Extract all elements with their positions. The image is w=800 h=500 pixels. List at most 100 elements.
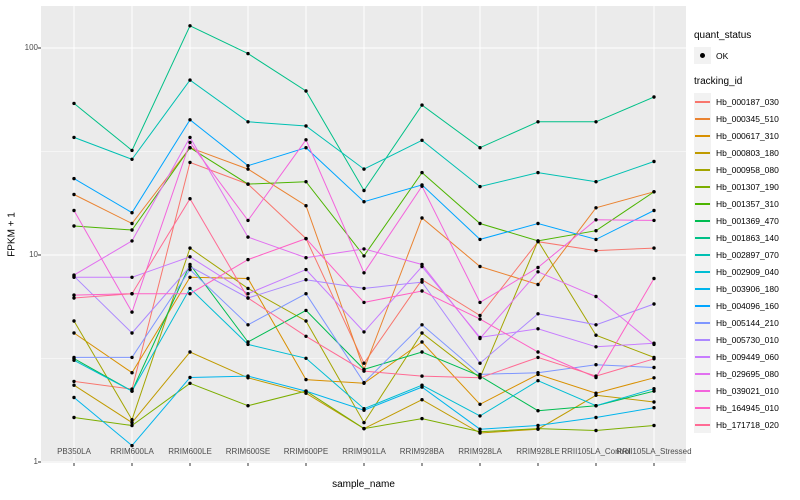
tracking-id-legend-entries: Hb_000187_030 Hb_000345_510 Hb_000617_310 H…: [694, 93, 800, 433]
legend-key-swatch: [694, 93, 711, 110]
legend-key-swatch: [694, 280, 711, 297]
legend-line-icon: [695, 101, 710, 103]
legend-key-swatch: [694, 229, 711, 246]
legend-line-icon: [695, 186, 710, 188]
legend-label: Hb_000617_310: [716, 130, 779, 141]
legend-key-swatch: [694, 212, 711, 229]
legend-key-swatch: [694, 178, 711, 195]
major-gridlines: [41, 6, 686, 463]
legend-label: Hb_000187_030: [716, 96, 779, 107]
legend: quant_status OK tracking_id Hb_000187_03…: [694, 30, 800, 433]
legend-item-Hb_005730_010: Hb_005730_010: [694, 331, 800, 348]
legend-spacer: [694, 64, 800, 76]
legend-label: Hb_000345_510: [716, 113, 779, 124]
legend-label: Hb_029695_080: [716, 368, 779, 379]
legend-item-Hb_164945_010: Hb_164945_010: [694, 399, 800, 416]
legend-label: Hb_001307_190: [716, 181, 779, 192]
legend-key-swatch: [694, 297, 711, 314]
legend-item-ok: OK: [694, 47, 800, 64]
legend-line-icon: [695, 237, 710, 239]
legend-item-Hb_004096_160: Hb_004096_160: [694, 297, 800, 314]
legend-key-swatch: [694, 314, 711, 331]
legend-line-icon: [695, 356, 710, 358]
x-tick-label-RRIM600PE: RRIM600PE: [283, 447, 329, 456]
legend-key-swatch: [694, 127, 711, 144]
y-tick-label-10: 10: [29, 250, 38, 259]
legend-line-icon: [695, 305, 710, 307]
x-tick-label-RRIM600SE: RRIM600SE: [225, 447, 271, 456]
legend-item-Hb_001307_190: Hb_001307_190: [694, 178, 800, 195]
legend-line-icon: [695, 152, 710, 154]
point-marker-icon: [700, 53, 705, 58]
legend-key-swatch: [694, 365, 711, 382]
legend-item-Hb_000958_080: Hb_000958_080: [694, 161, 800, 178]
legend-line-icon: [695, 135, 710, 137]
x-tick-label-RRIM901LA: RRIM901LA: [342, 447, 386, 456]
legend-item-Hb_002909_040: Hb_002909_040: [694, 263, 800, 280]
x-tick-label-RRIM600LA: RRIM600LA: [110, 447, 154, 456]
legend-label: Hb_000958_080: [716, 164, 779, 175]
x-tick-label-RRIM928BA: RRIM928BA: [399, 447, 445, 456]
legend-label: Hb_005730_010: [716, 334, 779, 345]
legend-label: Hb_000803_180: [716, 147, 779, 158]
legend-line-icon: [695, 254, 710, 256]
legend-item-Hb_005144_210: Hb_005144_210: [694, 314, 800, 331]
legend-label: Hb_164945_010: [716, 402, 779, 413]
legend-key-swatch: [694, 161, 711, 178]
x-axis-title: sample_name: [332, 479, 395, 490]
x-tick-label-RRIM600LE: RRIM600LE: [168, 447, 212, 456]
x-tick-label-RRII105LA_Control: RRII105LA_Control: [561, 447, 631, 456]
legend-line-icon: [695, 390, 710, 392]
legend-label: Hb_002909_040: [716, 266, 779, 277]
x-tick-label-RRII105LA_Stressed: RRII105LA_Stressed: [616, 447, 692, 456]
x-tick-label-PB350LA: PB350LA: [57, 447, 91, 456]
legend-item-Hb_003906_180: Hb_003906_180: [694, 280, 800, 297]
legend-label: Hb_039021_010: [716, 385, 779, 396]
legend-key-swatch: [694, 195, 711, 212]
legend-label: OK: [716, 50, 729, 61]
legend-label: Hb_001357_310: [716, 198, 779, 209]
axis-tick-marks: [38, 47, 655, 466]
legend-item-Hb_000345_510: Hb_000345_510: [694, 110, 800, 127]
x-tick-label-RRIM928LE: RRIM928LE: [516, 447, 560, 456]
legend-key-swatch: [694, 110, 711, 127]
y-tick-label-100: 100: [24, 43, 38, 52]
legend-line-icon: [695, 288, 710, 290]
y-tick-label-1: 1: [33, 457, 38, 466]
legend-item-Hb_002897_070: Hb_002897_070: [694, 246, 800, 263]
legend-item-Hb_029695_080: Hb_029695_080: [694, 365, 800, 382]
y-axis-title: FPKM + 1: [6, 212, 18, 257]
legend-label: Hb_005144_210: [716, 317, 779, 328]
legend-item-Hb_001357_310: Hb_001357_310: [694, 195, 800, 212]
legend-key-swatch: [694, 144, 711, 161]
legend-item-Hb_039021_010: Hb_039021_010: [694, 382, 800, 399]
legend-key-swatch: [694, 348, 711, 365]
legend-item-Hb_000617_310: Hb_000617_310: [694, 127, 800, 144]
legend-key-swatch: [694, 416, 711, 433]
legend-line-icon: [695, 339, 710, 341]
legend-line-icon: [695, 169, 710, 171]
legend-label: Hb_001369_470: [716, 215, 779, 226]
quant-status-legend-title: quant_status: [694, 30, 752, 41]
ok-point-key: [694, 47, 711, 64]
legend-line-icon: [695, 407, 710, 409]
data-points: [72, 24, 656, 448]
legend-line-icon: [695, 203, 710, 205]
legend-line-icon: [695, 271, 710, 273]
x-tick-label-RRIM928LA: RRIM928LA: [458, 447, 502, 456]
legend-label: Hb_002897_070: [716, 249, 779, 260]
legend-item-Hb_001369_470: Hb_001369_470: [694, 212, 800, 229]
legend-label: Hb_001863_140: [716, 232, 779, 243]
tracking-id-legend-title: tracking_id: [694, 76, 743, 87]
legend-key-swatch: [694, 331, 711, 348]
legend-key-swatch: [694, 382, 711, 399]
legend-line-icon: [695, 373, 710, 375]
legend-line-icon: [695, 118, 710, 120]
legend-line-icon: [695, 220, 710, 222]
legend-label: Hb_171718_020: [716, 419, 779, 430]
legend-key-swatch: [694, 399, 711, 416]
legend-label: Hb_009449_060: [716, 351, 779, 362]
legend-item-Hb_000187_030: Hb_000187_030: [694, 93, 800, 110]
